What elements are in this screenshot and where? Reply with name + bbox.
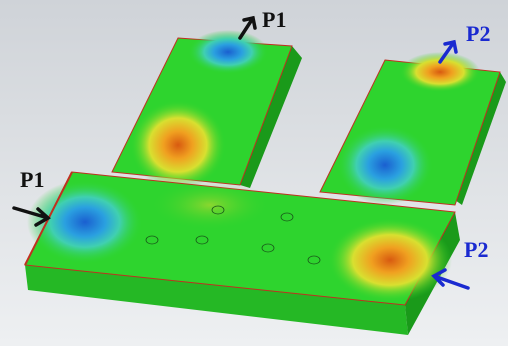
port-label: P2 bbox=[466, 21, 490, 46]
field-plot: P1 P1 P2 P2 bbox=[0, 0, 508, 346]
port-label: P1 bbox=[20, 167, 44, 192]
port-label: P1 bbox=[262, 7, 286, 32]
port-label: P2 bbox=[464, 237, 488, 262]
